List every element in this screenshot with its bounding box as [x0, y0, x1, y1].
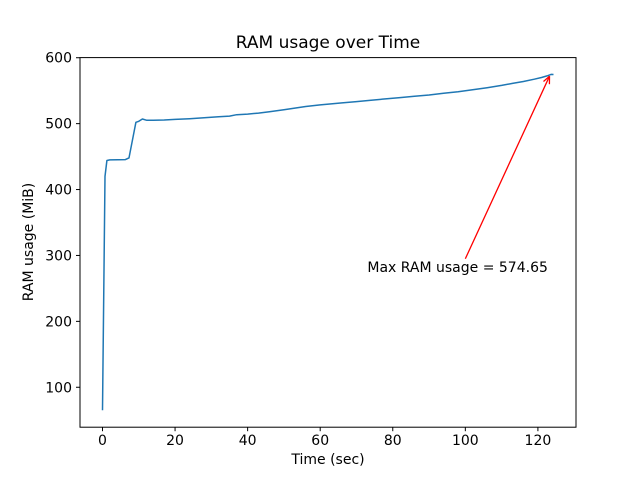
chart-title: RAM usage over Time: [236, 33, 420, 53]
y-tick-label: 400: [45, 183, 72, 199]
y-tick-label: 600: [45, 51, 72, 67]
plot-layer: [103, 74, 554, 410]
plot-frame: [80, 58, 576, 428]
annotation-arrow-shaft: [465, 76, 549, 259]
x-tick-label: 0: [98, 433, 107, 449]
max-ram-annotation-label: Max RAM usage = 574.65: [367, 260, 548, 276]
y-tick-label: 300: [45, 248, 72, 264]
x-axis-label: Time (sec): [290, 452, 364, 468]
x-tick-label: 40: [239, 433, 257, 449]
x-tick-label: 120: [525, 433, 552, 449]
y-tick-label: 100: [45, 380, 72, 396]
x-tick-label: 60: [311, 433, 329, 449]
x-tick-label: 100: [452, 433, 479, 449]
x-tick-label: 20: [166, 433, 184, 449]
y-tick-label: 500: [45, 117, 72, 133]
y-axis-label: RAM usage (MiB): [21, 183, 37, 301]
annotation-layer: Max RAM usage = 574.65: [367, 76, 549, 276]
x-tick-label: 80: [384, 433, 402, 449]
y-tick-label: 200: [45, 314, 72, 330]
ram-usage-line: [103, 74, 554, 410]
axes-layer: 0 20 40 60 80 100 120 100 200 300 400 500 600: [45, 51, 576, 449]
